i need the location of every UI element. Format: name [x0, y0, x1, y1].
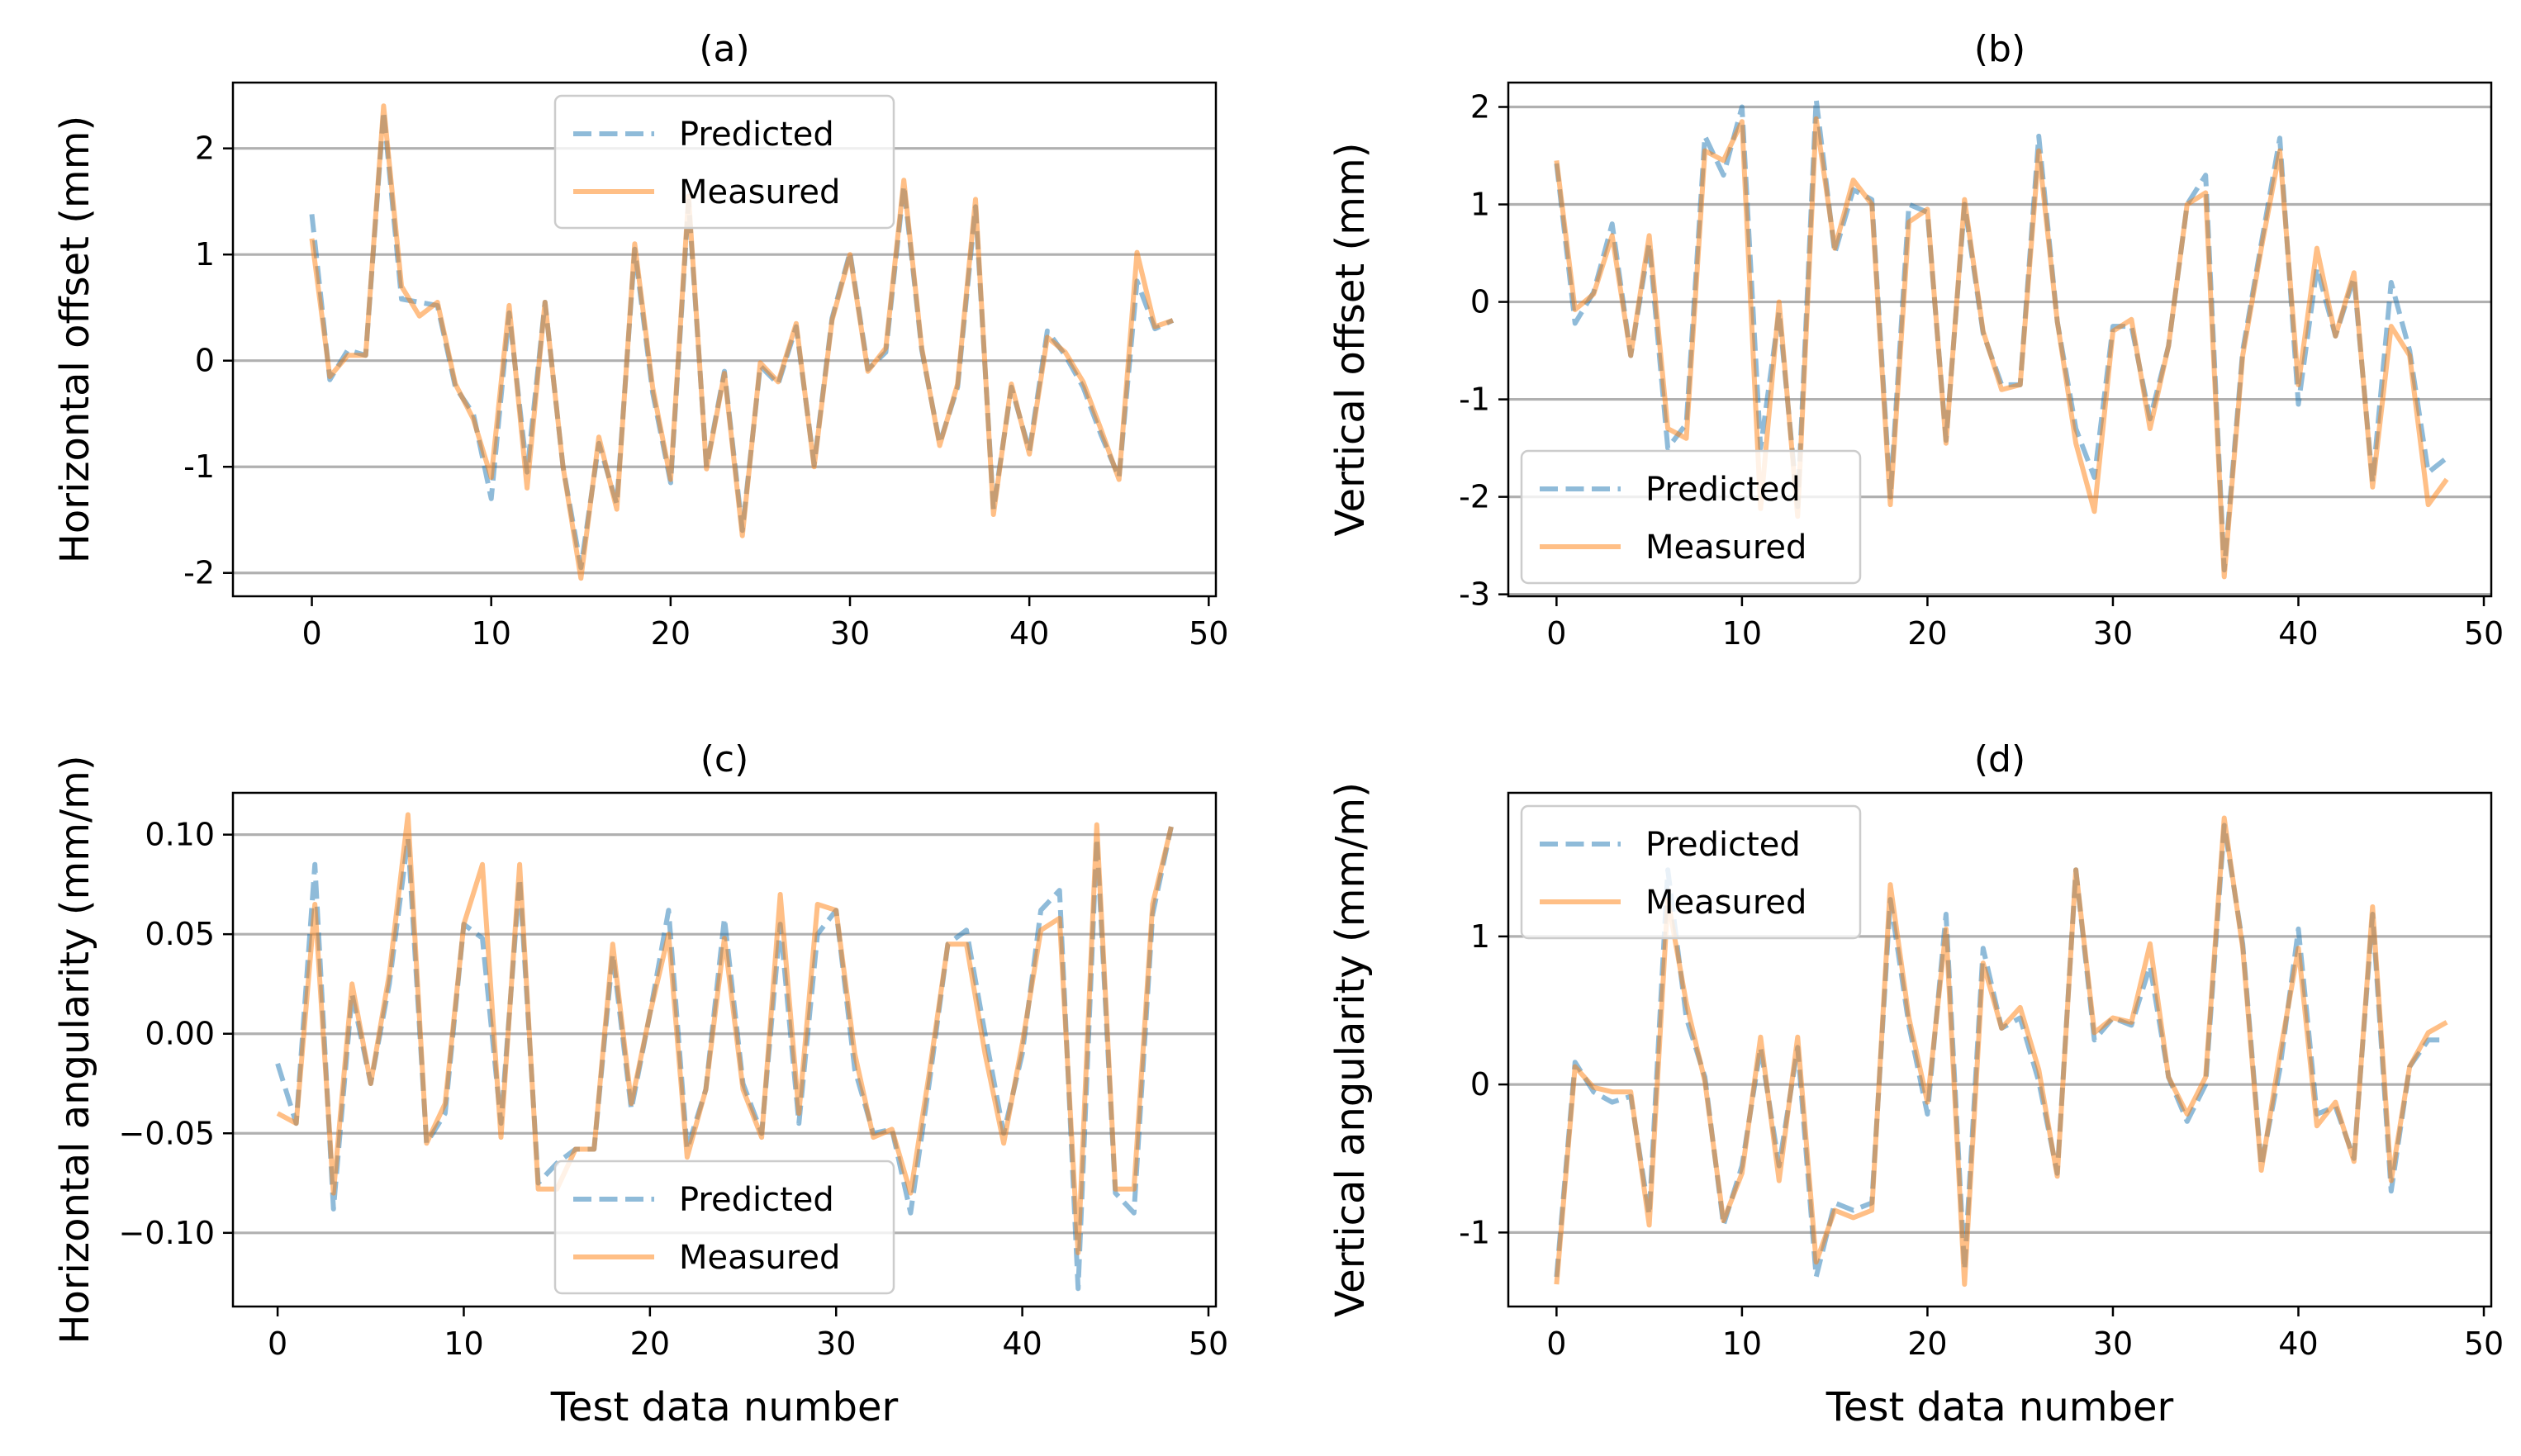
subplot-title: (b): [1974, 28, 2025, 70]
series-line-measured: [276, 812, 1174, 1255]
x-tick-label: 20: [1907, 1326, 1947, 1362]
legend: Predicted Measured: [553, 1160, 895, 1295]
x-tick-label: 10: [1722, 1326, 1762, 1362]
y-tick-label: 2: [1470, 89, 1490, 126]
series-line-measured: [1554, 815, 2448, 1288]
y-tick-label: 0.10: [145, 817, 215, 853]
y-tick-label: -2: [1459, 479, 1490, 515]
plot-frame: [1507, 81, 2493, 598]
y-tick-label: 1: [1470, 187, 1490, 223]
x-tick-label: 0: [1546, 615, 1566, 652]
plot-frame: [231, 791, 1218, 1308]
y-axis-label: Horizontal angularity (mm/m): [52, 755, 98, 1344]
x-tick-label: 40: [1009, 615, 1049, 652]
x-tick-label: 50: [1189, 1326, 1228, 1362]
y-tick-label: 0: [1470, 1066, 1490, 1103]
x-tick-label: 10: [444, 1326, 483, 1362]
y-tick-label: 0.05: [145, 916, 215, 952]
y-tick-label: 0.00: [145, 1016, 215, 1052]
y-tick-label: 0: [195, 343, 215, 379]
subplot-title: (d): [1974, 738, 2025, 780]
y-tick-label: 0: [1470, 284, 1490, 320]
x-tick-label: 50: [2464, 615, 2504, 652]
legend: Predicted Measured: [1520, 449, 1862, 585]
y-tick-label: -1: [1459, 1214, 1490, 1250]
x-tick-label: 50: [2464, 1326, 2504, 1362]
series-line-measured: [1554, 116, 2449, 580]
x-tick-label: 40: [2278, 1326, 2318, 1362]
x-tick-label: 10: [1722, 615, 1762, 652]
x-axis-label: Test data number: [550, 1384, 899, 1430]
series-line-predicted: [1554, 97, 2448, 573]
x-tick-label: 30: [830, 615, 870, 652]
y-tick-label: −0.05: [119, 1115, 215, 1151]
y-tick-label: −0.10: [119, 1215, 215, 1251]
legend-box: [1520, 804, 1862, 940]
legend-label: Predicted: [1645, 471, 1801, 509]
x-tick-label: 20: [651, 615, 691, 652]
legend-label: Predicted: [679, 116, 834, 154]
y-tick-label: -1: [183, 448, 215, 485]
x-tick-label: 20: [630, 1326, 670, 1362]
plot-frame: [1507, 791, 2493, 1308]
legend: Predicted Measured: [553, 94, 895, 230]
legend-box: [1520, 449, 1862, 585]
plot-frame: [231, 81, 1218, 598]
y-axis-label: Vertical offset (mm): [1327, 143, 1374, 537]
legend-label: Predicted: [679, 1181, 834, 1219]
x-tick-label: 10: [472, 615, 511, 652]
x-tick-label: 30: [2093, 1326, 2133, 1362]
y-tick-label: 1: [1470, 918, 1490, 955]
subplot-title: (a): [699, 28, 749, 70]
legend-box: [553, 94, 895, 230]
subplot-2: −0.10 −0.05 0.00 0.05 0.10 0 10 20 30 40 50 (c) Hori…: [52, 738, 1228, 1430]
y-axis-label: Horizontal offset (mm): [52, 116, 98, 563]
x-tick-label: 30: [816, 1326, 856, 1362]
series-line-measured: [309, 103, 1174, 581]
legend-label: Measured: [1645, 884, 1806, 922]
x-tick-label: 0: [268, 1326, 287, 1362]
legend: Predicted Measured: [1520, 804, 1862, 940]
legend-label: Measured: [679, 173, 840, 211]
x-tick-label: 0: [301, 615, 321, 652]
x-axis-label: Test data number: [1825, 1384, 2174, 1430]
y-tick-label: -1: [1459, 382, 1490, 418]
y-tick-label: -3: [1459, 576, 1490, 613]
y-tick-label: 1: [195, 236, 215, 273]
x-tick-label: 0: [1546, 1326, 1566, 1362]
y-axis-label: Vertical angularity (mm/m): [1327, 782, 1374, 1317]
y-tick-label: 2: [195, 130, 215, 167]
legend-label: Predicted: [1645, 826, 1801, 864]
x-tick-label: 50: [1189, 615, 1228, 652]
x-tick-label: 40: [2278, 615, 2318, 652]
x-tick-label: 30: [2093, 615, 2133, 652]
y-tick-label: -2: [183, 555, 215, 591]
legend-box: [553, 1160, 895, 1295]
x-tick-label: 20: [1907, 615, 1947, 652]
x-tick-label: 40: [1002, 1326, 1042, 1362]
legend-label: Measured: [679, 1239, 840, 1277]
legend-label: Measured: [1645, 529, 1806, 567]
subplot-title: (c): [700, 738, 749, 780]
